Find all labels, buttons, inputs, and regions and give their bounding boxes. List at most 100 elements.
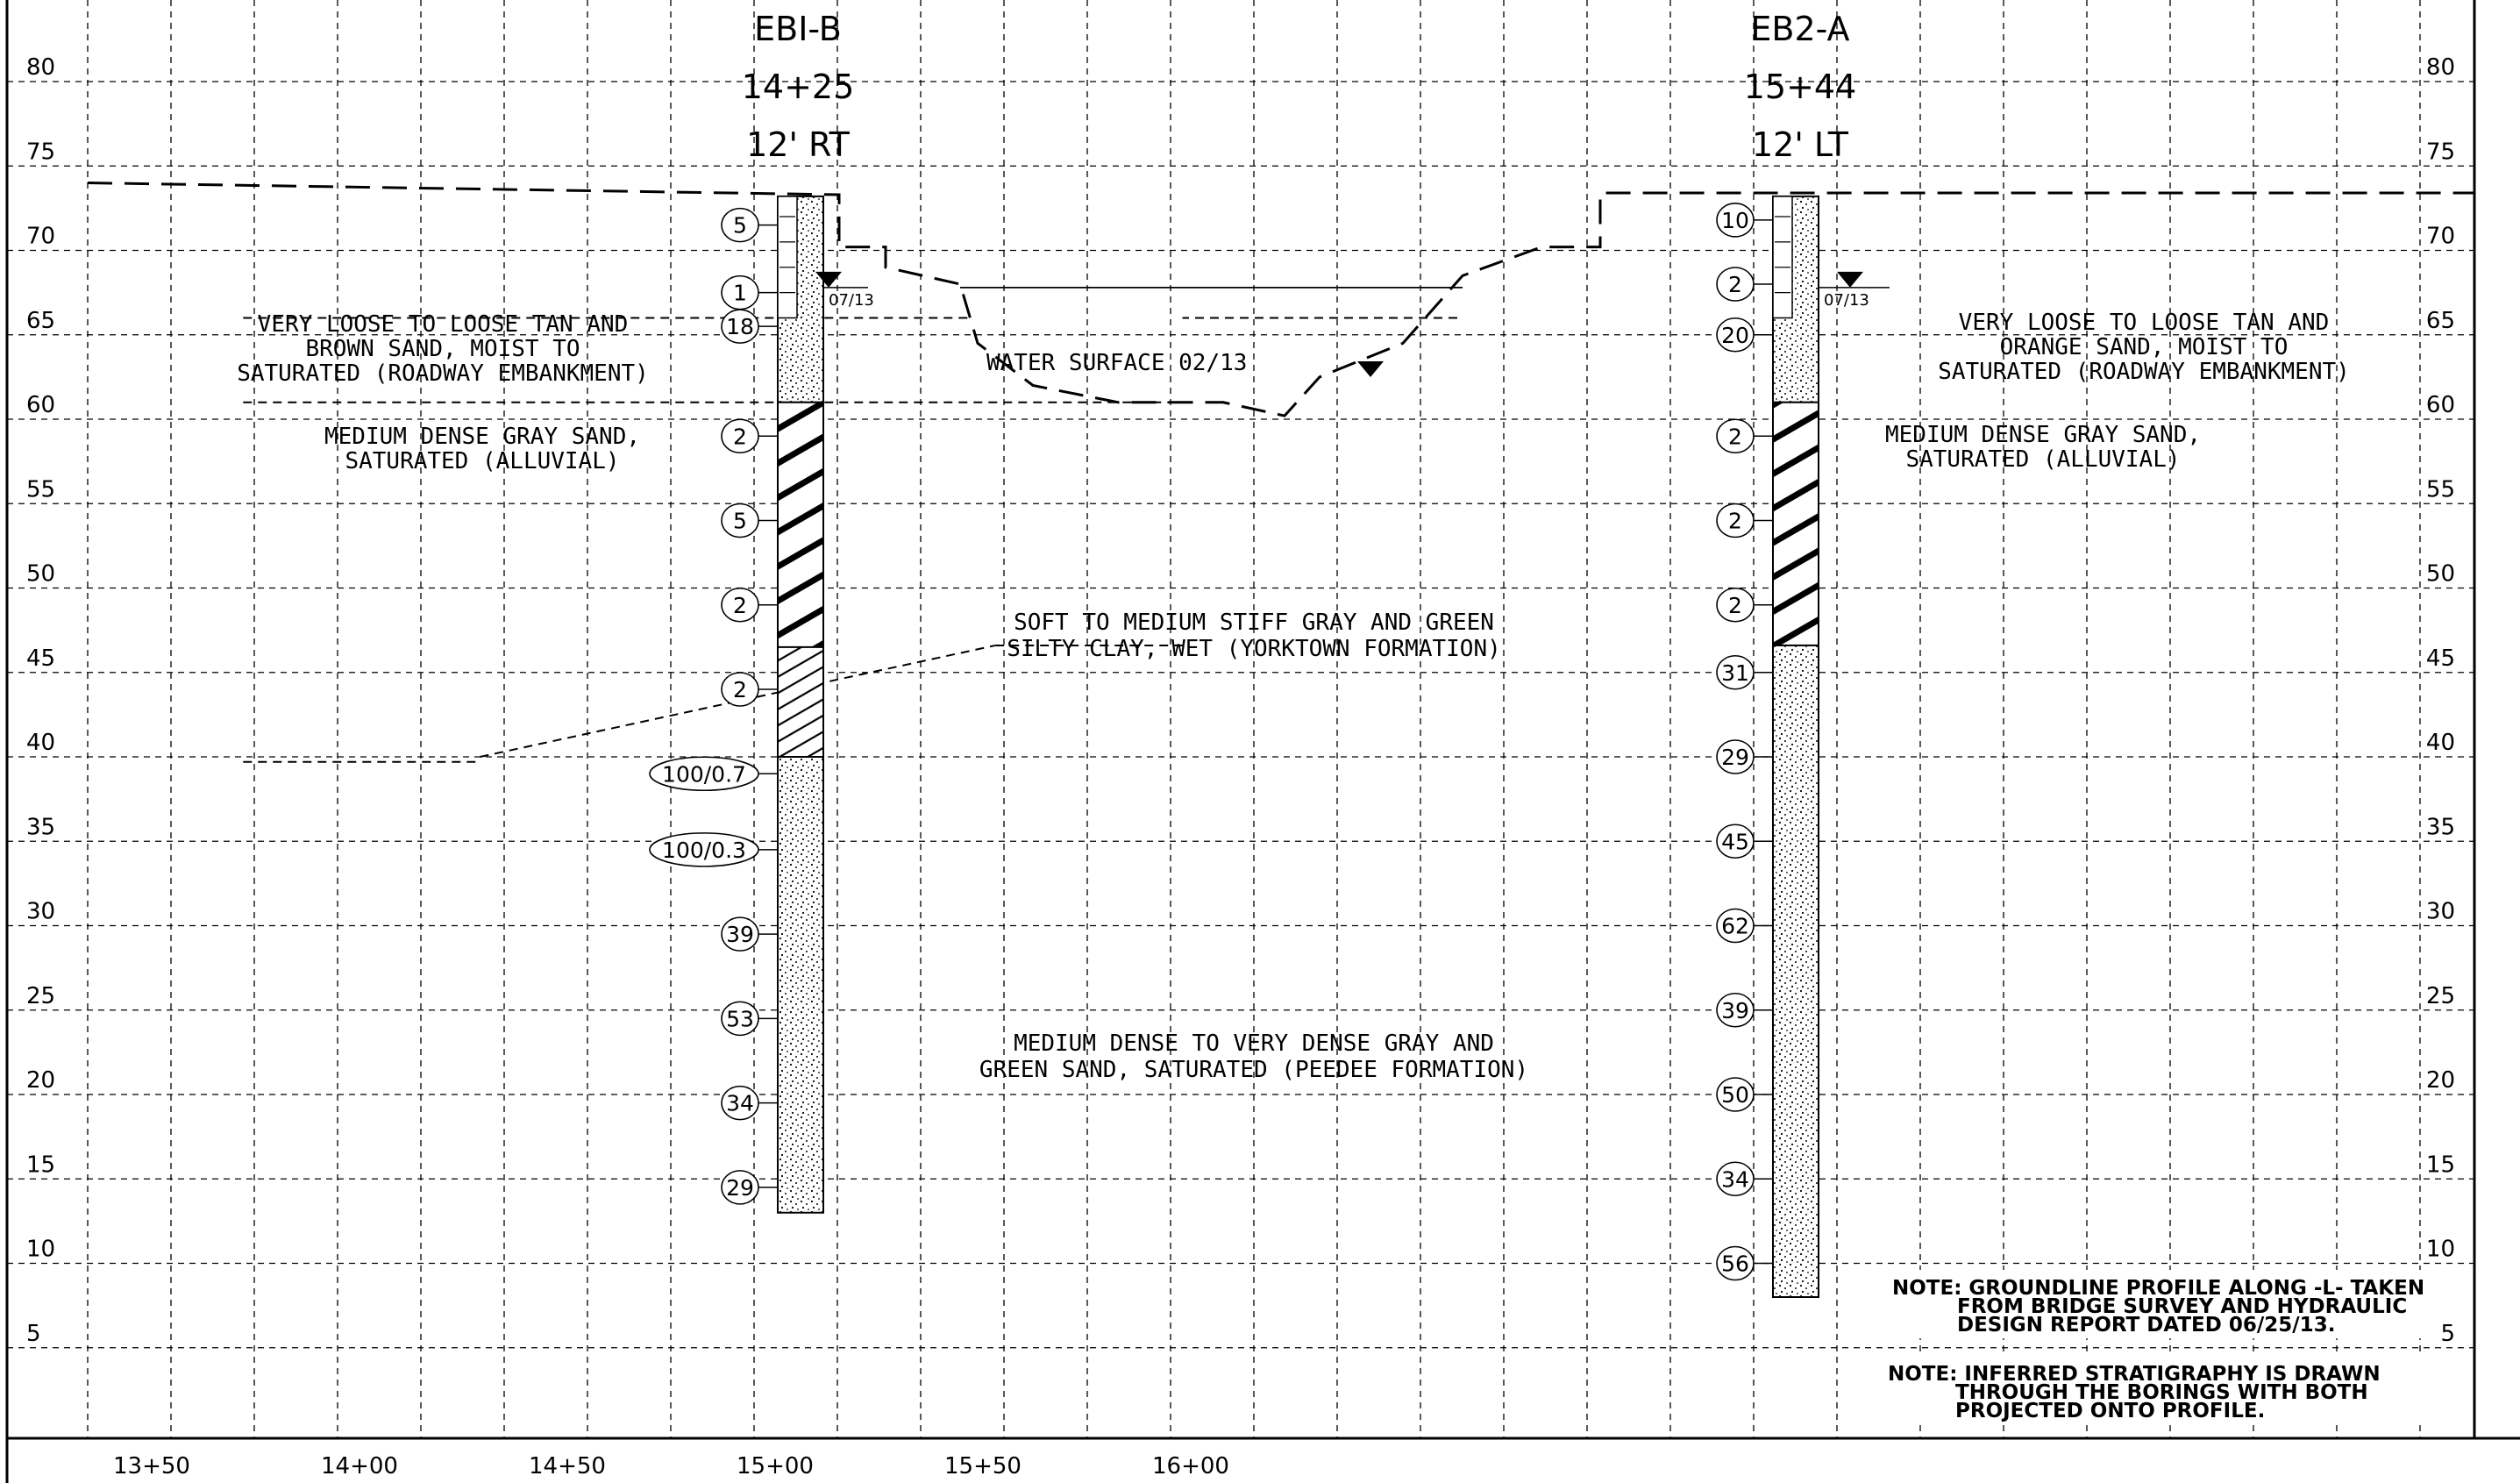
boring2-blow-count: 20: [1721, 323, 1749, 348]
elevation-label-left: 75: [26, 139, 55, 165]
boring1-id: EBI-B: [754, 10, 842, 48]
note-groundline: NOTE: GROUNDLINE PROFILE ALONG -L- TAKEN…: [1885, 1270, 2429, 1338]
boring2-clay: [1772, 401, 1819, 646]
water-surface-triangle: [1357, 361, 1384, 377]
borings: 07/1351182522100/0.7100/0.33953342907/13…: [649, 195, 1890, 1298]
svg-text:NOTE: INFERRED STRATIGRAPHY IS: NOTE: INFERRED STRATIGRAPHY IS DRAWN: [1888, 1363, 2381, 1386]
station-label: 14+50: [529, 1453, 606, 1479]
svg-text:SATURATED (ROADWAY EMBANKMENT): SATURATED (ROADWAY EMBANKMENT): [1938, 359, 2350, 385]
boring2-blow-count: 45: [1721, 829, 1749, 854]
ground-line: [87, 182, 2474, 417]
boring1-blow-count: 100/0.3: [662, 838, 746, 863]
elevation-label-right: 15: [2426, 1151, 2455, 1178]
peedee-formation-label: MEDIUM DENSE TO VERY DENSE GRAY AND GREE…: [979, 1030, 1528, 1083]
boring1-offset: 12' RT: [746, 125, 851, 164]
boring2-blow-circle: [1716, 1077, 1755, 1112]
boring1-blow-circle: [721, 503, 759, 538]
boring2-id: EB2-A: [1750, 10, 1849, 48]
boring2-fill-segment: [1772, 196, 1793, 319]
station-label: 13+50: [113, 1453, 190, 1479]
boring1-blow-count: 34: [726, 1091, 754, 1116]
svg-text:BROWN SAND, MOIST TO: BROWN SAND, MOIST TO: [305, 336, 580, 362]
left-alluvial-label: MEDIUM DENSE GRAY SAND, SATURATED (ALLUV…: [324, 424, 640, 474]
boring2-blow-circle: [1716, 1245, 1755, 1281]
elevation-label-right: 10: [2426, 1237, 2455, 1263]
yorktown-formation-label: SOFT TO MEDIUM STIFF GRAY AND GREEN SILT…: [1007, 610, 1501, 662]
boring2-blow-circle: [1716, 587, 1755, 623]
svg-text:MEDIUM DENSE GRAY SAND,: MEDIUM DENSE GRAY SAND,: [324, 424, 640, 450]
ground-surface-profile: [87, 182, 2474, 417]
boring1-blow-circle: [649, 832, 759, 867]
boring1-station: 14+25: [742, 68, 855, 106]
svg-text:MEDIUM DENSE TO VERY DENSE GRA: MEDIUM DENSE TO VERY DENSE GRAY AND: [1014, 1030, 1494, 1057]
boring1-blow-count: 39: [726, 922, 754, 947]
water-surface-label: WATER SURFACE 02/13: [986, 350, 1247, 376]
station-label: 16+00: [1152, 1453, 1229, 1479]
boring1-blow-count: 2: [733, 593, 747, 618]
svg-text:SATURATED (ALLUVIAL): SATURATED (ALLUVIAL): [345, 448, 619, 474]
boring1-blow-count: 53: [726, 1006, 754, 1031]
elevation-label-right: 20: [2426, 1067, 2455, 1094]
boring2-blow-circle: [1716, 503, 1755, 538]
water-surface: [960, 286, 1463, 377]
boring1-blow-count: 1: [733, 281, 747, 306]
boring2-blow-circle: [1716, 823, 1755, 859]
boring1-blow-circle: [721, 672, 759, 707]
boring1-blow-circle: [649, 756, 759, 792]
station-label: 15+00: [737, 1453, 814, 1479]
boring1-blow-count: 5: [733, 509, 747, 534]
station-label: 14+00: [321, 1453, 398, 1479]
elevation-label-left: 25: [26, 983, 55, 1009]
boring1-water-marker: [815, 271, 842, 288]
left-embankment-label: VERY LOOSE TO LOOSE TAN AND BROWN SAND, …: [237, 311, 649, 387]
svg-text:SATURATED (ROADWAY EMBANKMENT): SATURATED (ROADWAY EMBANKMENT): [237, 360, 649, 387]
elevation-label-left: 10: [26, 1237, 55, 1263]
elevation-label-left: 30: [26, 899, 55, 925]
boring1-blow-circle: [721, 587, 759, 623]
boring1-blow-count: 2: [733, 677, 747, 702]
boundary-yorktown-peedee: [480, 644, 996, 758]
boring1: 07/13 5 1 18 2 5 2 2 100/0.7 100/0.3 39 53 34 29: [649, 195, 874, 1214]
boring2-blow-circle: [1716, 267, 1755, 302]
elevation-label-left: 55: [26, 476, 55, 503]
station-label: 15+50: [944, 1453, 1022, 1479]
boring1-clay-fine: [777, 645, 824, 758]
boring2-blow-circle: [1716, 1161, 1755, 1197]
boring2-blow-count: 2: [1728, 509, 1742, 534]
boring2-blow-circle: [1716, 203, 1755, 238]
elevation-label-left: 80: [26, 54, 55, 81]
elevation-label-left: 65: [26, 308, 55, 334]
boring2-blow-count: 39: [1721, 998, 1749, 1023]
svg-text:VERY LOOSE TO LOOSE TAN AND: VERY LOOSE TO LOOSE TAN AND: [258, 311, 629, 338]
elevation-label-right: 65: [2426, 308, 2455, 334]
boring2-blow-circle: [1716, 992, 1755, 1028]
svg-text:DESIGN REPORT DATED 06/25/13.: DESIGN REPORT DATED 06/25/13.: [1957, 1314, 2335, 1337]
svg-text:GREEN SAND, SATURATED (PEEDEE: GREEN SAND, SATURATED (PEEDEE FORMATION): [979, 1057, 1528, 1083]
boring1-blow-circle: [721, 1001, 759, 1037]
note-stratigraphy: NOTE: INFERRED STRATIGRAPHY IS DRAWN THR…: [1885, 1356, 2429, 1424]
boring2-water-marker: [1837, 271, 1863, 288]
boring2-blow-count: 34: [1721, 1166, 1749, 1192]
boring2-blow-circle: [1716, 317, 1755, 353]
svg-text:SATURATED (ALLUVIAL): SATURATED (ALLUVIAL): [1905, 446, 2180, 473]
right-embankment-label: VERY LOOSE TO LOOSE TAN AND ORANGE SAND,…: [1938, 310, 2350, 385]
elevation-label-left: 15: [26, 1151, 55, 1178]
boring1-blow-count: 18: [726, 314, 754, 339]
boring2-blow-count: 56: [1721, 1251, 1749, 1277]
elevation-label-right: 80: [2426, 54, 2455, 81]
svg-text:SOFT TO MEDIUM STIFF GRAY AND: SOFT TO MEDIUM STIFF GRAY AND GREEN: [1014, 610, 1494, 636]
boring2-blow-count: 2: [1728, 272, 1742, 297]
elevation-label-left: 70: [26, 224, 55, 250]
boring1-lower-sand: [777, 756, 824, 1214]
boring1-water-date: 07/13: [829, 291, 874, 310]
boring1-blow-count: 100/0.7: [662, 761, 746, 787]
boring2-blow-count: 50: [1721, 1082, 1749, 1108]
boring2-blow-count: 62: [1721, 914, 1749, 939]
svg-text:PROJECTED ONTO PROFILE.: PROJECTED ONTO PROFILE.: [1955, 1400, 2265, 1422]
boring2-blow-circle: [1716, 908, 1755, 944]
svg-text:FROM BRIDGE SURVEY AND HYDRAUL: FROM BRIDGE SURVEY AND HYDRAULIC: [1957, 1295, 2407, 1318]
svg-text:ORANGE SAND, MOIST TO: ORANGE SAND, MOIST TO: [2000, 334, 2289, 360]
boring1-blow-circle: [721, 916, 759, 952]
